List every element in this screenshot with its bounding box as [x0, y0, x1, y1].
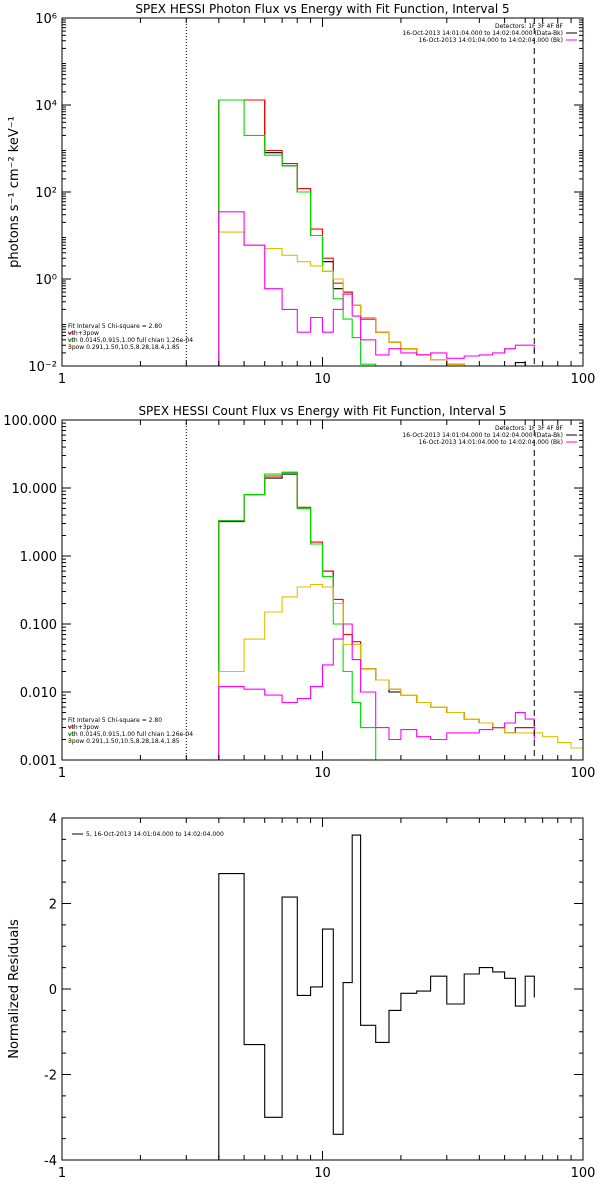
count-flux-panel: SPEX HESSI Count Flux vs Energy with Fit… — [3, 404, 595, 781]
y-tick-label: 4 — [49, 812, 57, 827]
photon-flux-panel: SPEX HESSI Photon Flux vs Energy with Fi… — [7, 2, 595, 387]
legend-bottom-entry: vth+3pow — [68, 724, 99, 731]
y-tick-label: 0.100 — [20, 618, 57, 633]
y-tick-label: 2 — [49, 898, 57, 913]
series-line-0 — [186, 834, 535, 1160]
y-axis-label: photons s⁻¹ cm⁻² keV⁻¹ — [7, 116, 22, 268]
y-tick-label: 0.001 — [20, 754, 57, 769]
legend-bottom-entry: Fit Interval 5 Chi-square = 2.80 — [68, 717, 162, 724]
series-line-4 — [186, 211, 535, 366]
legend-bottom-entry: Fit Interval 5 Chi-square = 2.80 — [68, 323, 162, 330]
y-tick-label: -2 — [44, 1069, 57, 1084]
y-tick-label: -4 — [44, 1154, 57, 1169]
x-tick-label: 10 — [314, 766, 331, 781]
x-tick-label: 10 — [314, 372, 331, 387]
legend-bottom-entry: vth+3pow — [68, 330, 99, 337]
x-tick-label: 100 — [571, 766, 596, 781]
y-tick-label: 1.000 — [20, 550, 57, 565]
y-tick-label: 10² — [35, 186, 57, 201]
plot-frame — [61, 17, 584, 367]
series-group — [186, 834, 535, 1160]
residuals-panel: Normalized Residuals 1 10 100 -4 -2 0 2 4 5, 16-O… — [7, 812, 595, 1181]
y-tick-label: 0 — [49, 983, 57, 998]
legend-top-entry: 16-Oct-2013 14:01:04.000 to 14:02:04.000… — [419, 37, 563, 44]
series-group — [186, 471, 583, 760]
x-tick-label: 10 — [314, 1166, 331, 1181]
legend-top-entry: 5, 16-Oct-2013 14:01:04.000 to 14:02:04.… — [86, 831, 224, 838]
legend-top-entry: 16-Oct-2013 14:01:04.000 to 14:02:04.000… — [402, 30, 563, 37]
series-line-2 — [186, 99, 377, 366]
y-tick-label: 10⁻² — [28, 360, 57, 375]
legend-bottom-entry: vth 0.0145,0.915,1.00 full chian 1.26e-0… — [68, 731, 193, 738]
y-axis-label: Normalized Residuals — [7, 919, 22, 1059]
x-tick-label: 1 — [58, 1166, 66, 1181]
series-line-3 — [186, 584, 583, 760]
legend-top-entry: Detectors: 1F 3F 4F 8F — [495, 23, 564, 30]
y-tick-label: 10.000 — [12, 482, 58, 497]
x-tick-label: 100 — [571, 372, 596, 387]
legend-top-entry: 16-Oct-2013 14:01:04.000 to 14:02:04.000… — [419, 439, 563, 446]
plot-frame — [61, 817, 584, 1161]
legend-top-entry: Detectors: 1F 3F 4F 8F — [495, 425, 564, 432]
series-line-3 — [186, 231, 543, 366]
series-line-4 — [186, 623, 535, 760]
x-tick-label: 1 — [58, 766, 66, 781]
series-line-2 — [186, 471, 377, 760]
legend-bottom-entry: 3pow 0.291,1.50,10.5,8.28,18.4,1.85 — [68, 738, 180, 745]
legend-top-entry: 16-Oct-2013 14:01:04.000 to 14:02:04.000… — [402, 432, 563, 439]
y-tick-label: 10⁰ — [35, 273, 57, 288]
y-tick-label: 10⁴ — [35, 99, 57, 114]
y-tick-label: 10⁶ — [35, 12, 57, 27]
legend-bottom-entry: vth 0.0145,0.915,1.00 full chian 1.26e-0… — [68, 337, 193, 344]
series-group — [186, 99, 543, 366]
legend-bottom-entry: 3pow 0.291,1.50,10.5,8.28,18.4,1.85 — [68, 344, 180, 351]
x-tick-label: 100 — [571, 1166, 596, 1181]
y-tick-label: 0.010 — [20, 686, 57, 701]
x-tick-label: 1 — [58, 372, 66, 387]
y-tick-label: 100.000 — [3, 414, 57, 429]
plot-frame — [61, 419, 584, 761]
chart-title: SPEX HESSI Photon Flux vs Energy with Fi… — [135, 2, 509, 16]
chart-title: SPEX HESSI Count Flux vs Energy with Fit… — [138, 404, 506, 418]
